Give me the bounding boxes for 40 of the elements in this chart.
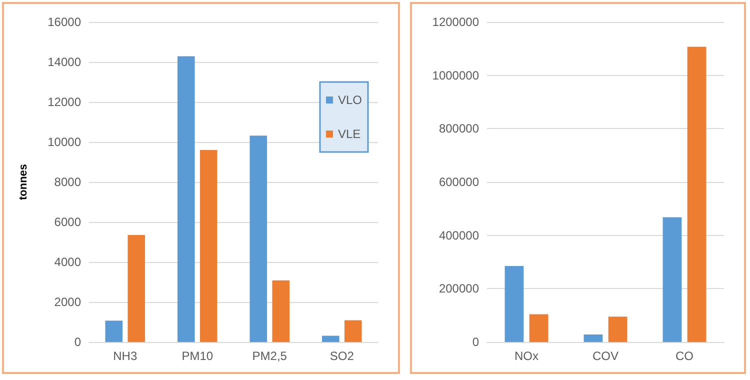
y-tick-label: 8000 <box>54 175 82 189</box>
y-axis-title: tonnes <box>18 164 30 200</box>
y-tick-label: 800000 <box>438 122 480 136</box>
y-tick-label: 16000 <box>48 15 82 29</box>
bar <box>200 150 218 342</box>
y-tick-label: 200000 <box>438 282 480 296</box>
y-tick-label: 0 <box>472 335 480 349</box>
legend-label: VLE <box>338 127 361 141</box>
bar <box>584 334 603 342</box>
y-tick-label: 400000 <box>438 228 480 242</box>
y-tick-label: 10000 <box>48 135 82 149</box>
y-tick-label: 0 <box>74 335 82 349</box>
y-tick-label: 2000 <box>54 295 82 309</box>
bar <box>128 235 145 342</box>
x-tick-label: CO <box>676 349 694 363</box>
bar <box>504 266 524 342</box>
bar <box>105 320 123 342</box>
bar <box>272 280 290 342</box>
y-tick-label: 1200000 <box>432 15 480 29</box>
bar <box>322 336 340 342</box>
y-tick-label: 4000 <box>54 255 82 269</box>
x-tick-label: COV <box>592 349 619 363</box>
y-tick-label: 1000000 <box>432 68 480 82</box>
y-tick-label: 14000 <box>48 55 82 69</box>
y-tick-label: 12000 <box>48 95 82 109</box>
x-tick-label: NH3 <box>113 349 138 363</box>
bar <box>529 314 548 342</box>
x-tick-label: PM10 <box>182 349 214 363</box>
bar <box>178 56 195 342</box>
x-tick-label: NOx <box>514 349 538 363</box>
x-tick-label: PM2,5 <box>252 349 288 363</box>
legend-label: VLO <box>338 93 362 107</box>
y-tick-label: 600000 <box>438 175 480 189</box>
bar <box>608 316 628 342</box>
bar <box>344 320 362 342</box>
y-tick-label: 6000 <box>54 215 82 229</box>
bar <box>687 46 706 342</box>
bar <box>662 217 682 342</box>
x-tick-label: SO2 <box>330 349 354 363</box>
bar <box>250 136 268 342</box>
